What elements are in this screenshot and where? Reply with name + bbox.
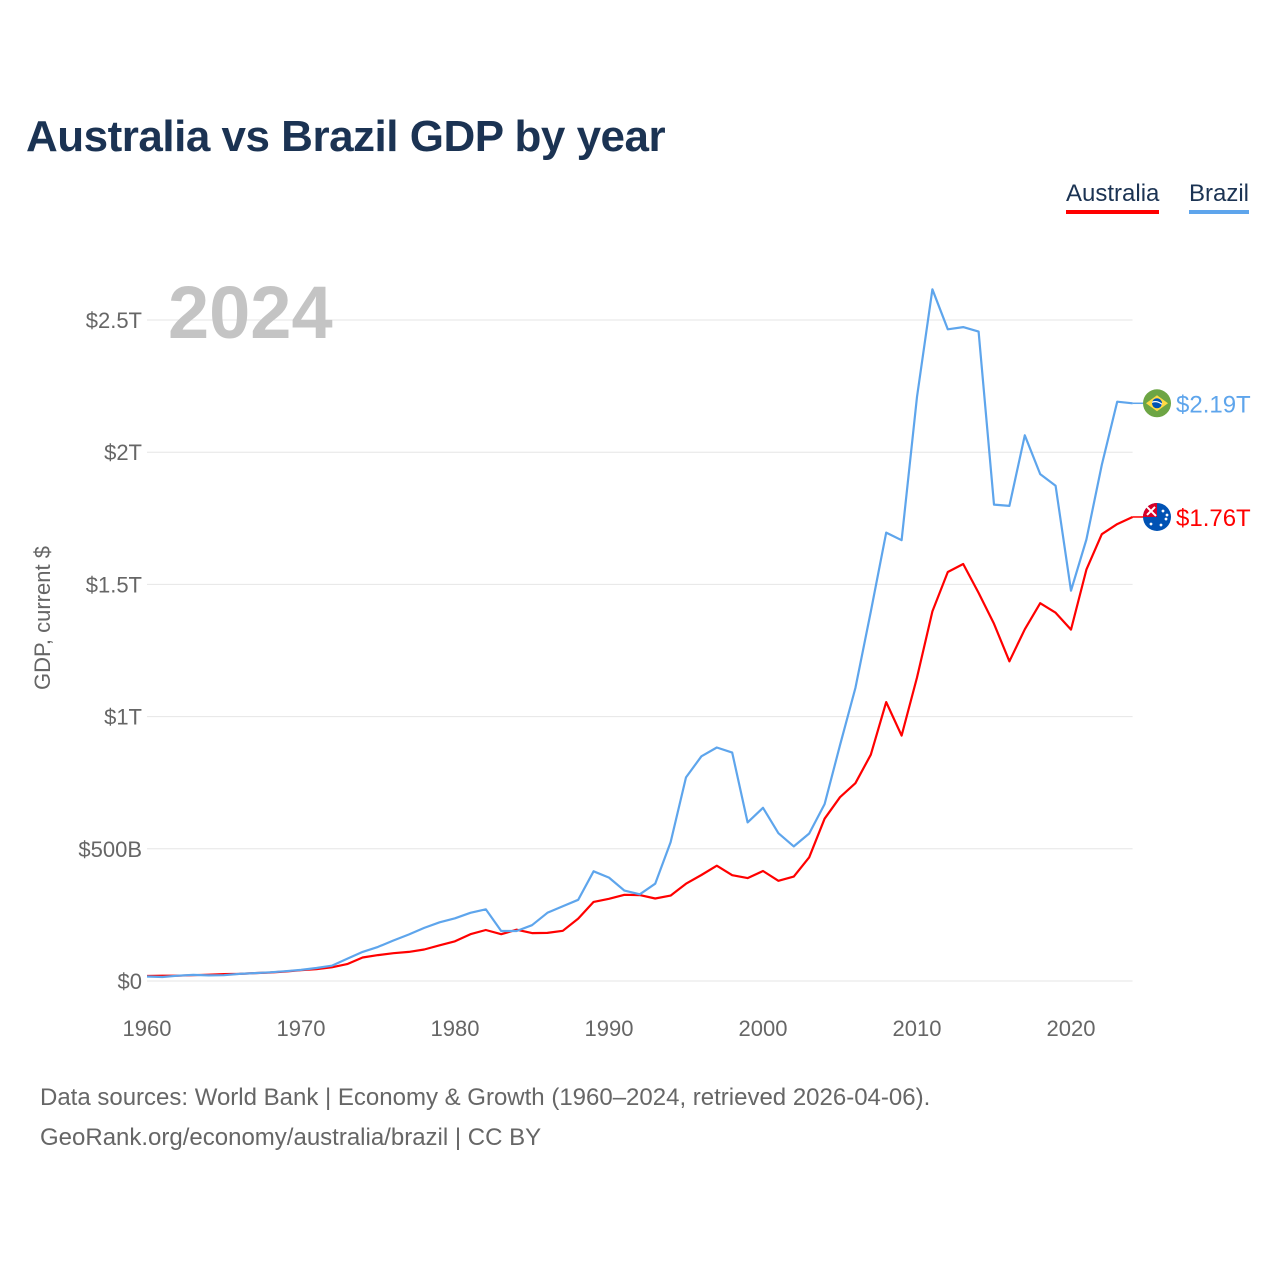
legend-australia[interactable]: Australia — [1066, 180, 1160, 214]
chart-title: Australia vs Brazil GDP by year — [26, 112, 666, 161]
y-tick-label: $500B — [78, 837, 142, 862]
x-tick-label: 1970 — [277, 1016, 326, 1041]
brazil-flag-icon — [1143, 389, 1171, 418]
x-tick-label: 1990 — [585, 1016, 634, 1041]
x-tick-label: 1980 — [431, 1016, 480, 1041]
series-line-brazil — [146, 288, 1133, 979]
end-value-label: $2.19T — [1176, 391, 1251, 418]
y-tick-label: $2T — [104, 440, 142, 465]
y-tick-label: $2.5T — [86, 308, 142, 333]
australia-flag-icon — [1143, 502, 1171, 531]
series-line-australia — [146, 516, 1134, 978]
legend-brazil[interactable]: Brazil — [1189, 180, 1250, 214]
flag-star — [1149, 522, 1153, 526]
flag-star — [1164, 517, 1168, 521]
y-tick-label: $1T — [104, 705, 142, 730]
flag-star — [1165, 513, 1169, 517]
flag-star — [1159, 523, 1163, 527]
end-value-label: $1.76T — [1176, 505, 1251, 532]
flag-band — [1151, 401, 1163, 405]
x-tick-label: 1960 — [123, 1016, 172, 1041]
flag-globe — [1152, 398, 1162, 409]
data-source-text: Data sources: World Bank | Economy & Gro… — [40, 1084, 931, 1111]
y-tick-label: $1.5T — [86, 572, 142, 597]
x-tick-label: 2000 — [739, 1016, 788, 1041]
x-tick-label: 2020 — [1047, 1016, 1096, 1041]
flag-cross — [1146, 506, 1157, 517]
y-tick-label: $0 — [118, 969, 142, 994]
year-watermark: 2024 — [168, 271, 333, 354]
y-axis-label: GDP, current $ — [30, 546, 55, 690]
x-tick-label: 2010 — [893, 1016, 942, 1041]
flag-star — [1161, 509, 1165, 513]
attribution-link[interactable]: GeoRank.org/economy/australia/brazil | C… — [40, 1124, 542, 1151]
